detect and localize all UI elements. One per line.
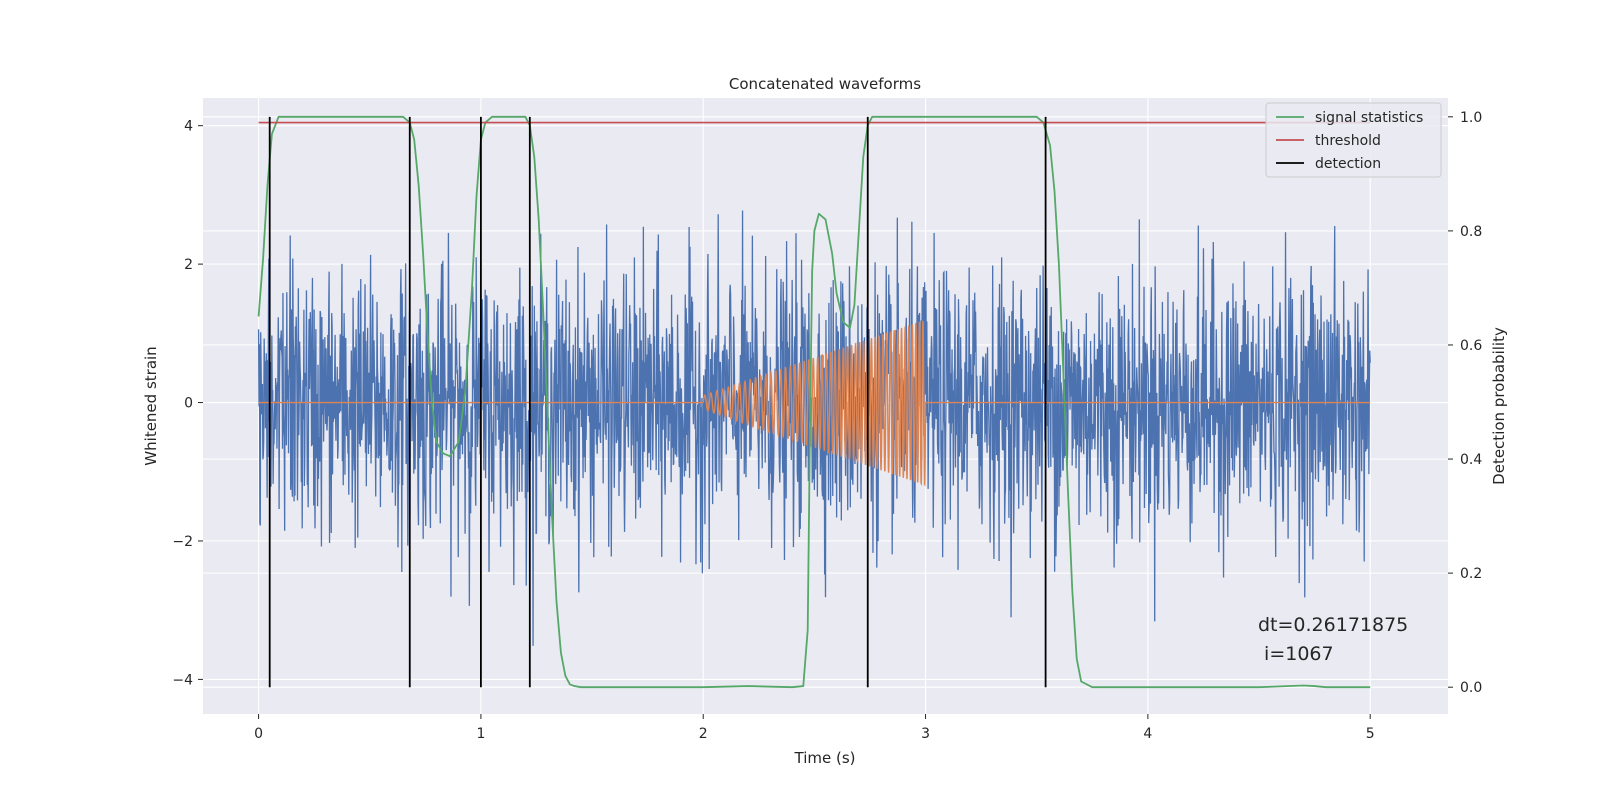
x-tick-label: 5 bbox=[1366, 726, 1375, 742]
y2-tick-label: 0.6 bbox=[1460, 338, 1482, 354]
y-axis-label: Whitened strain bbox=[142, 346, 160, 465]
y-tick-label: 4 bbox=[184, 119, 193, 135]
strain-layer bbox=[257, 210, 1371, 646]
x-tick-label: 1 bbox=[476, 726, 485, 742]
legend-label-signal: signal statistics bbox=[1315, 110, 1423, 126]
x-tick-label: 2 bbox=[699, 726, 708, 742]
legend-label-detection: detection bbox=[1315, 156, 1381, 172]
y2-tick-label: 1.0 bbox=[1460, 110, 1482, 126]
legend-box bbox=[1265, 102, 1442, 178]
chart-title: Concatenated waveforms bbox=[729, 75, 921, 93]
y2-tick-label: 0.2 bbox=[1460, 566, 1482, 582]
x-axis-label: Time (s) bbox=[794, 749, 856, 767]
template-layer bbox=[258, 320, 1371, 487]
strain-line bbox=[257, 210, 1371, 646]
ticks: 0 1 2 3 4 5 −4 −2 0 2 4 0.0 0.2 0.4 0.6 0.8 1.0 bbox=[172, 110, 1482, 742]
x-tick-label: 0 bbox=[254, 726, 263, 742]
y2-tick-label: 0.0 bbox=[1460, 680, 1482, 696]
x-tick-label: 4 bbox=[1143, 726, 1152, 742]
y2-axis-label: Detection probability bbox=[1490, 327, 1508, 485]
signal-statistics-line bbox=[257, 115, 1371, 689]
legend-label-threshold: threshold bbox=[1315, 133, 1381, 149]
y-tick-label: −2 bbox=[172, 534, 193, 550]
y2-tick-label: 0.8 bbox=[1460, 224, 1482, 240]
annotation-dt: dt=0.26171875 bbox=[1258, 614, 1408, 636]
y2-tick-label: 0.4 bbox=[1460, 452, 1482, 468]
template-line bbox=[258, 320, 1371, 487]
y-tick-label: 2 bbox=[184, 257, 193, 273]
y-tick-label: 0 bbox=[184, 396, 193, 412]
x-tick-label: 3 bbox=[921, 726, 930, 742]
series-layer bbox=[257, 115, 1371, 689]
legend: signal statistics threshold detection bbox=[1265, 102, 1442, 178]
annotation-i: i=1067 bbox=[1258, 643, 1334, 665]
y-tick-label: −4 bbox=[172, 672, 193, 688]
